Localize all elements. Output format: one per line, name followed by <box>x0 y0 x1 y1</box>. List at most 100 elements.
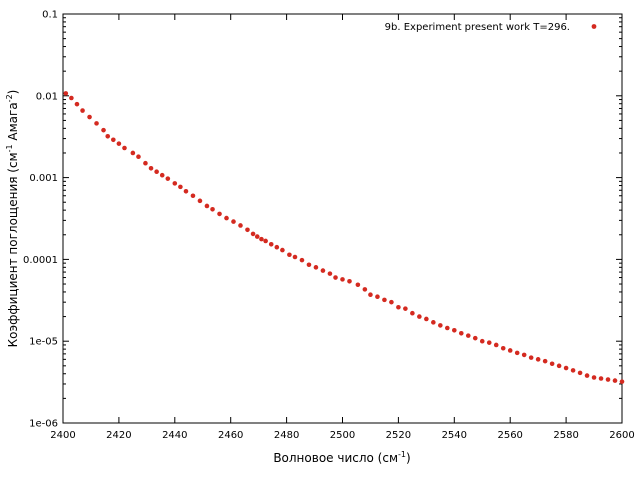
data-point <box>306 262 312 268</box>
data-point <box>431 320 436 325</box>
legend: 9b. Experiment present work T=296. <box>385 22 597 33</box>
data-point <box>136 154 141 160</box>
data-point <box>238 223 243 228</box>
data-point <box>479 338 485 344</box>
data-point <box>598 376 604 381</box>
data-point <box>87 114 92 120</box>
data-point <box>465 333 471 338</box>
data-point <box>521 352 527 358</box>
data-point <box>612 378 618 383</box>
data-point <box>417 314 422 319</box>
x-tick-label: 2500 <box>330 430 355 441</box>
legend-label: 9b. Experiment present work T=296. <box>385 22 570 33</box>
data-point <box>178 184 183 190</box>
data-point <box>74 101 80 107</box>
data-point <box>254 234 260 239</box>
data-point <box>165 176 171 181</box>
data-point <box>563 365 569 371</box>
data-point <box>327 271 333 276</box>
data-point <box>190 193 196 199</box>
data-point <box>94 121 99 126</box>
data-point <box>105 133 111 139</box>
data-point <box>116 141 122 146</box>
x-tick-label: 2540 <box>442 430 467 441</box>
y-tick-label: 1e-05 <box>29 337 58 348</box>
data-point <box>605 377 611 382</box>
data-point <box>63 91 69 96</box>
data-point <box>299 257 305 263</box>
data-point <box>577 370 583 376</box>
data-point <box>362 287 368 292</box>
data-point <box>445 325 450 331</box>
data-point <box>514 350 520 356</box>
data-point <box>148 165 154 171</box>
data-point <box>403 306 408 311</box>
data-point <box>320 268 326 273</box>
y-axis-ticks: 1e-06 1e-05 0.0001 0.001 0.01 0.1 <box>23 10 622 430</box>
x-tick-label: 2480 <box>274 430 299 441</box>
y-axis-label: Коэффициент поглощения (см-1 Амага-2) <box>5 90 20 348</box>
data-point <box>111 137 116 143</box>
data-point <box>204 203 210 209</box>
data-point <box>122 145 127 151</box>
data-point <box>493 342 499 348</box>
y-tick-label: 1e-06 <box>29 419 58 430</box>
x-tick-label: 2400 <box>50 430 75 441</box>
data-point <box>535 357 541 362</box>
x-axis-ticks: 2400 2420 2440 2460 2480 2500 2520 2540 2560 2580… <box>50 14 635 441</box>
data-point <box>382 297 387 303</box>
data-point <box>486 340 492 345</box>
y-tick-label: 0.01 <box>36 91 58 102</box>
data-point <box>584 373 590 378</box>
x-tick-label: 2420 <box>106 430 131 441</box>
data-point <box>101 127 106 133</box>
data-point <box>396 304 401 310</box>
data-point <box>452 327 457 333</box>
data-point <box>368 292 373 298</box>
data-point <box>375 294 380 299</box>
x-tick-label: 2580 <box>553 430 578 441</box>
data-point <box>347 278 352 284</box>
data-point <box>570 368 576 373</box>
data-point <box>549 361 555 367</box>
data-point <box>231 219 236 224</box>
data-point <box>154 169 159 175</box>
data-point <box>389 299 394 305</box>
data-point <box>172 181 178 186</box>
data-point <box>224 215 229 221</box>
plot-area <box>62 13 623 424</box>
data-point <box>500 345 506 351</box>
data-point <box>259 236 264 242</box>
y-tick-label: 0.001 <box>29 173 58 184</box>
data-point <box>250 231 256 237</box>
x-tick-label: 2600 <box>609 430 634 441</box>
data-point <box>143 160 148 166</box>
x-tick-label: 2460 <box>218 430 243 441</box>
y-tick-label: 0.1 <box>42 10 58 21</box>
data-point <box>130 150 136 156</box>
data-point <box>80 108 85 113</box>
data-point <box>340 277 345 282</box>
data-point <box>217 211 222 217</box>
legend-marker <box>591 24 597 29</box>
data-point <box>274 244 280 250</box>
x-axis-label: Волновое число (см-1) <box>273 450 410 465</box>
data-point <box>619 379 625 384</box>
data-point <box>507 348 513 353</box>
data-point <box>333 275 338 280</box>
data-point <box>183 189 189 194</box>
data-point <box>591 375 597 380</box>
data-point <box>159 172 165 178</box>
data-point <box>458 330 464 336</box>
data-point <box>292 254 298 260</box>
data-point <box>268 241 274 247</box>
data-point <box>210 206 215 212</box>
data-point <box>542 358 548 364</box>
data-point <box>438 323 443 328</box>
series-points <box>63 91 625 384</box>
x-tick-label: 2560 <box>497 430 522 441</box>
data-point <box>410 310 415 316</box>
y-tick-label: 0.0001 <box>23 255 58 266</box>
x-tick-label: 2520 <box>386 430 411 441</box>
